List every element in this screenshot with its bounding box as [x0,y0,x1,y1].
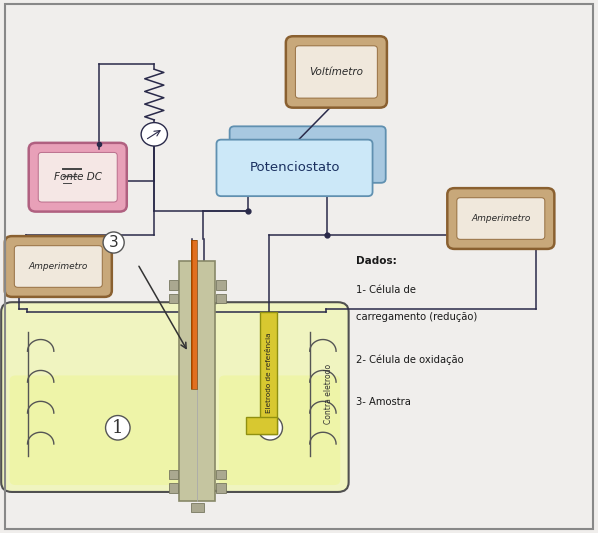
FancyBboxPatch shape [216,140,373,196]
Bar [260,312,277,434]
Bar [246,417,277,434]
Text: 2- Célula de oxidação: 2- Célula de oxidação [356,354,463,365]
FancyBboxPatch shape [219,375,340,485]
FancyBboxPatch shape [295,46,377,98]
FancyBboxPatch shape [179,261,215,501]
Text: Fonte DC: Fonte DC [54,172,102,182]
Text: Amperimetro: Amperimetro [471,214,530,223]
FancyBboxPatch shape [286,36,387,108]
Bar [216,280,226,290]
Bar [169,280,178,290]
Bar [194,240,197,389]
Text: 3: 3 [109,235,118,250]
FancyBboxPatch shape [1,302,199,492]
FancyBboxPatch shape [210,302,349,492]
Bar [169,294,178,303]
Bar [216,470,226,480]
Text: carregamento (redução): carregamento (redução) [356,312,477,322]
Bar [216,483,226,492]
Bar [169,470,178,480]
FancyBboxPatch shape [10,375,191,485]
FancyBboxPatch shape [457,198,545,239]
FancyBboxPatch shape [447,188,554,249]
Text: 1- Célula de: 1- Célula de [356,285,416,295]
Text: 3- Amostra: 3- Amostra [356,397,411,407]
FancyBboxPatch shape [29,143,127,212]
Bar [191,240,194,389]
FancyBboxPatch shape [14,246,102,287]
FancyBboxPatch shape [38,152,117,202]
Text: Dados:: Dados: [356,256,396,266]
FancyBboxPatch shape [230,126,386,183]
Text: Potenciostato: Potenciostato [249,161,340,174]
Text: 2: 2 [264,419,276,437]
FancyBboxPatch shape [5,236,112,297]
Text: Amperimetro: Amperimetro [29,262,88,271]
Bar [191,503,204,512]
Text: Eletrodo de referência: Eletrodo de referência [266,333,271,414]
Bar [191,240,197,389]
Circle shape [141,123,167,146]
Text: Voltímetro: Voltímetro [309,67,364,77]
Bar [216,294,226,303]
Text: 1: 1 [112,419,124,437]
Bar [169,483,178,492]
Text: Contra eletrodo: Contra eletrodo [324,364,334,424]
